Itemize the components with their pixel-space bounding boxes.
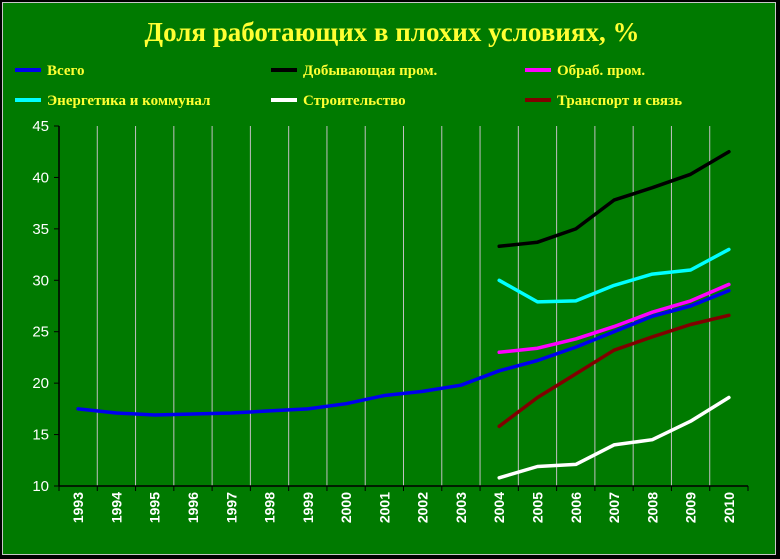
x-tick-label: 1997: [223, 492, 239, 523]
x-tick-label: 2000: [338, 492, 354, 523]
y-tick-label: 35: [32, 221, 49, 238]
x-tick-label: 2008: [644, 492, 660, 523]
x-tick-label: 1998: [262, 492, 278, 523]
y-tick-label: 20: [32, 375, 49, 392]
x-tick-label: 2007: [606, 492, 622, 523]
legend-label-4: Энергетика и коммунал: [47, 93, 211, 109]
series-line-6: [497, 313, 731, 429]
legend-label-6: Транспорт и связь: [557, 93, 682, 109]
x-tick-label: 2004: [491, 492, 507, 523]
x-tick-label: 2006: [568, 492, 584, 523]
x-tick-label: 2001: [376, 492, 392, 523]
y-tick-label: 30: [32, 272, 49, 289]
legend: Всего Добывающая пром. Обраб. пром. Энергет…: [15, 63, 682, 109]
x-tick-label: 1995: [147, 492, 163, 523]
series-line-4: [497, 247, 731, 304]
x-tick-label: 1996: [185, 492, 201, 523]
series-line-3: [497, 282, 731, 355]
x-tick-label: 2009: [683, 492, 699, 523]
line-chart: Доля работающих в плохих условиях, % Все…: [15, 17, 749, 523]
chart-title: Доля работающих в плохих условиях, %: [145, 17, 640, 47]
y-tick-label: 45: [32, 118, 49, 135]
y-tick-label: 25: [32, 324, 49, 341]
x-tick-label: 1994: [108, 492, 124, 523]
legend-label-2: Добывающая пром.: [303, 63, 438, 79]
series-line-1: [76, 288, 731, 417]
x-tick-label: 2003: [453, 492, 469, 523]
legend-label-3: Обраб. пром.: [557, 63, 645, 79]
x-tick-label: 1999: [300, 492, 316, 523]
legend-label-1: Всего: [47, 63, 84, 79]
y-tick-label: 15: [32, 427, 49, 444]
series-line-5: [497, 395, 731, 480]
plot-area: 10 15 20 25 30 35 40 45 1993 1994 1995 1996 1997 1998…: [32, 118, 749, 523]
y-tick-label: 40: [32, 169, 49, 186]
series-line-2: [497, 149, 731, 249]
x-tick-label: 2010: [721, 492, 737, 523]
x-tick-label: 2002: [415, 492, 431, 523]
legend-label-5: Строительство: [303, 93, 406, 109]
x-tick-label: 2005: [529, 492, 545, 523]
y-tick-label: 10: [32, 478, 49, 495]
x-tick-label: 1993: [70, 492, 86, 523]
